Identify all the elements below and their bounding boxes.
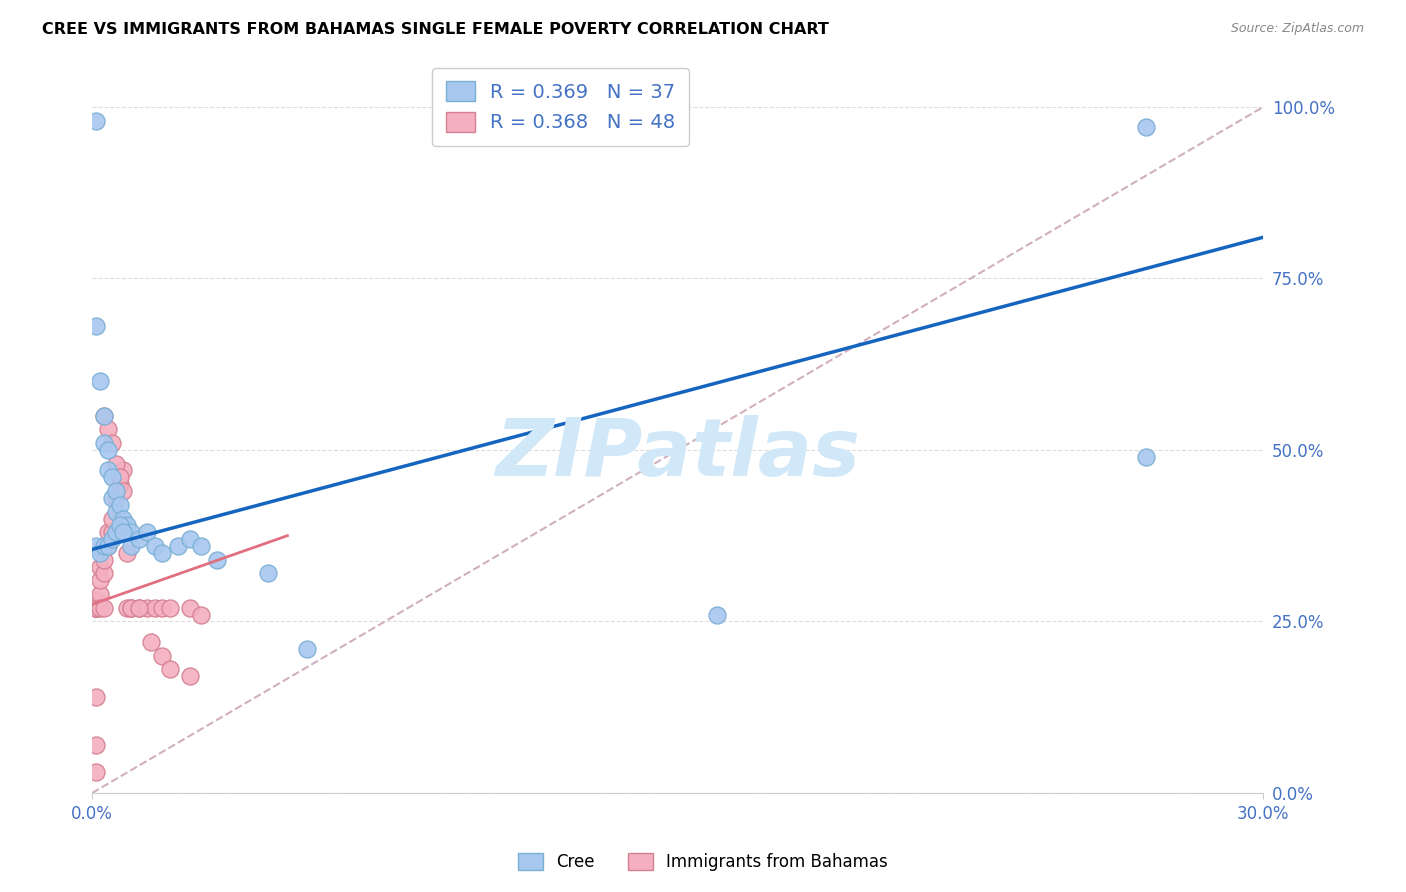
Point [167,539,190,553]
Point [93,436,115,450]
Point [143,539,166,553]
Text: CREE VS IMMIGRANTS FROM BAHAMAS SINGLE FEMALE POVERTY CORRELATION CHART: CREE VS IMMIGRANTS FROM BAHAMAS SINGLE F… [42,22,830,37]
Point [108,518,131,533]
Point [108,498,131,512]
Point [120,525,142,540]
Point [100,436,122,450]
Point [84,113,107,128]
Point [139,635,162,649]
Point [128,600,150,615]
Point [104,491,127,505]
Point [97,525,120,540]
Point [112,484,135,499]
Point [295,641,318,656]
Point [97,422,120,436]
Point [190,607,212,622]
Point [84,600,107,615]
Point [93,409,115,423]
Point [1135,120,1157,135]
Point [93,409,115,423]
Point [143,600,166,615]
Point [152,648,174,663]
Point [89,374,111,388]
Point [179,669,201,683]
Point [97,539,120,553]
Point [159,663,181,677]
Point [84,600,107,615]
Point [84,594,107,608]
Point [93,566,115,581]
Point [84,600,107,615]
Point [84,690,107,704]
Point [93,600,115,615]
Text: Source: ZipAtlas.com: Source: ZipAtlas.com [1230,22,1364,36]
Point [89,600,111,615]
Point [97,539,120,553]
Point [117,518,139,533]
Point [100,532,122,546]
Point [89,587,111,601]
Point [104,505,127,519]
Point [104,484,127,499]
Point [112,511,135,525]
Point [93,552,115,566]
Text: ZIPatlas: ZIPatlas [495,416,860,493]
Point [179,532,201,546]
Point [120,600,142,615]
Point [104,457,127,471]
Point [108,477,131,491]
Point [100,491,122,505]
Point [117,546,139,560]
Point [84,600,107,615]
Legend: Cree, Immigrants from Bahamas: Cree, Immigrants from Bahamas [509,845,897,880]
Point [84,319,107,334]
Point [84,594,107,608]
Point [257,566,280,581]
Point [179,600,201,615]
Point [135,600,157,615]
Point [117,600,139,615]
Point [84,600,107,615]
Point [112,463,135,477]
Point [108,470,131,484]
Point [104,525,127,540]
Point [1135,450,1157,464]
Point [205,552,228,566]
Point [89,559,111,574]
Point [190,539,212,553]
Point [100,525,122,540]
Point [84,738,107,752]
Point [84,765,107,780]
Y-axis label: Single Female Poverty: Single Female Poverty [0,348,7,518]
Point [112,525,135,540]
Point [97,442,120,457]
Point [152,600,174,615]
Point [84,539,107,553]
Point [159,600,181,615]
Point [135,525,157,540]
Point [128,600,150,615]
Point [100,470,122,484]
Point [89,546,111,560]
Point [84,600,107,615]
Point [706,607,728,622]
Point [120,600,142,615]
Point [128,532,150,546]
Point [89,574,111,588]
Point [97,463,120,477]
Point [152,546,174,560]
Point [93,539,115,553]
Legend: R = 0.369   N = 37, R = 0.368   N = 48: R = 0.369 N = 37, R = 0.368 N = 48 [432,68,689,146]
Point [84,600,107,615]
Point [120,539,142,553]
Point [100,511,122,525]
